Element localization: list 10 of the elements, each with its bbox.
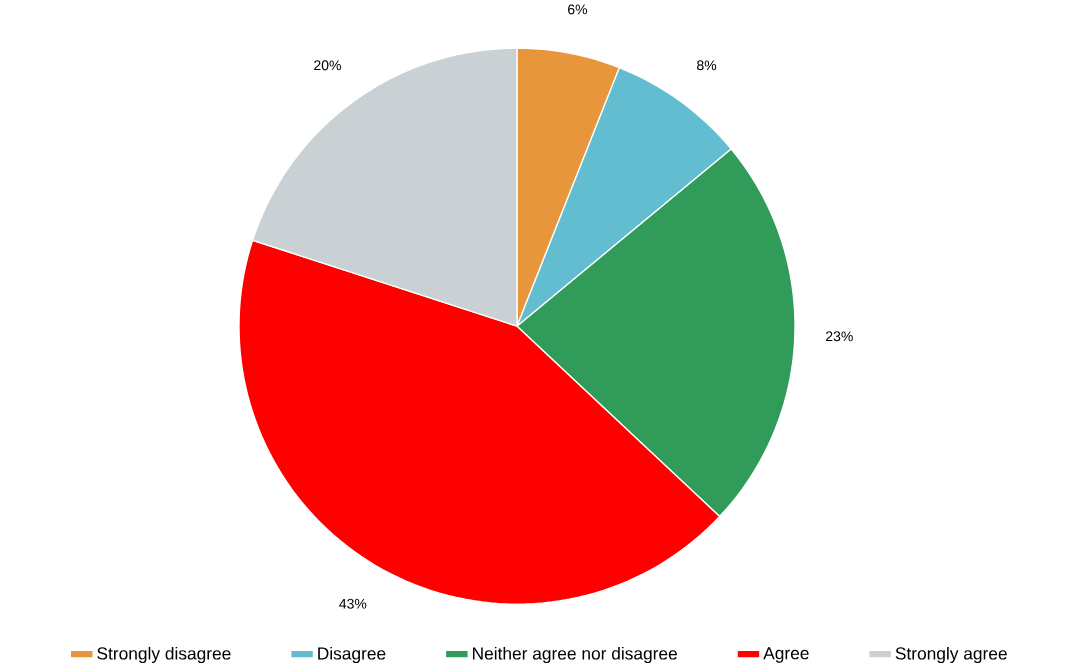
- data-label: 43%: [339, 598, 367, 609]
- legend-label: Disagree: [318, 647, 386, 664]
- legend-label: Agree: [763, 647, 809, 663]
- data-label: 8%: [697, 60, 717, 71]
- legend-label: Neither agree nor disagree: [473, 647, 677, 664]
- data-label: 20%: [314, 60, 341, 71]
- data-label: 6%: [568, 4, 588, 15]
- data-label: 23%: [826, 331, 853, 342]
- legend-label: Strongly disagree: [97, 647, 231, 664]
- legend-label: Strongly agree: [895, 647, 1007, 664]
